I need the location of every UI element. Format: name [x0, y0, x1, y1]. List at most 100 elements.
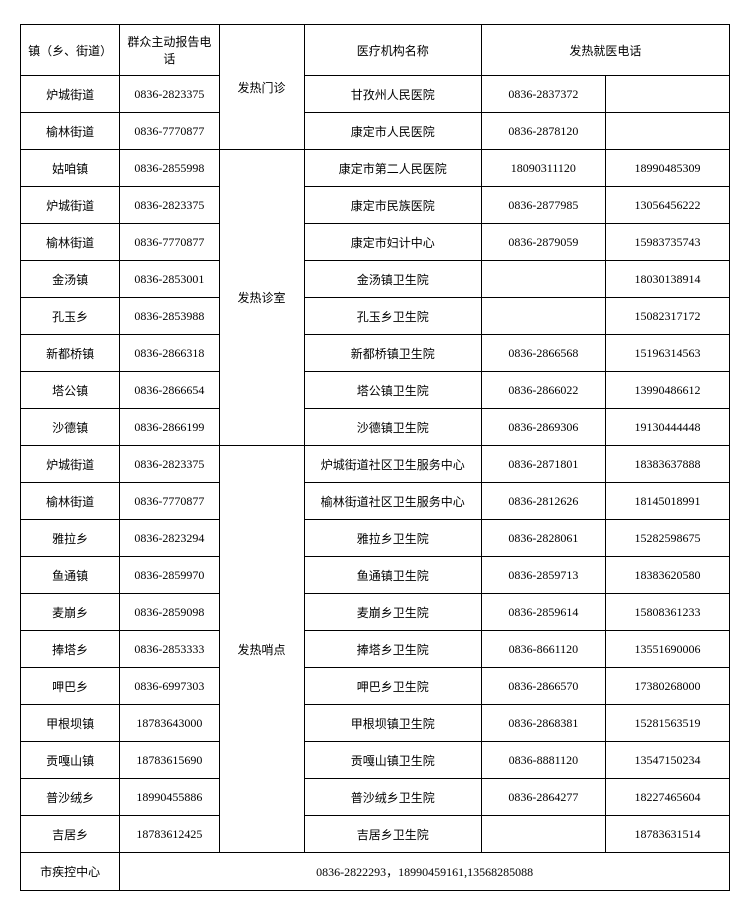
table-row: 呷巴乡0836-6997303呷巴乡卫生院0836-28665701738026…: [21, 668, 730, 705]
cell-med-phone2: 15281563519: [605, 705, 729, 742]
cell-institution: 新都桥镇卫生院: [304, 335, 481, 372]
cell-institution: 康定市人民医院: [304, 113, 481, 150]
cell-town: 炉城街道: [21, 446, 120, 483]
cell-med-phone1: 18090311120: [481, 150, 605, 187]
cell-town: 炉城街道: [21, 187, 120, 224]
cell-town: 榆林街道: [21, 113, 120, 150]
cell-town: 沙德镇: [21, 409, 120, 446]
cell-institution: 金汤镇卫生院: [304, 261, 481, 298]
cell-town: 金汤镇: [21, 261, 120, 298]
cell-institution: 榆林街道社区卫生服务中心: [304, 483, 481, 520]
cell-med-phone1: [481, 298, 605, 335]
table-row: 炉城街道0836-2823375甘孜州人民医院0836-2837372: [21, 76, 730, 113]
cell-institution: 康定市民族医院: [304, 187, 481, 224]
cell-med-phone1: 0836-2866570: [481, 668, 605, 705]
group-label-consult: 发热诊室: [219, 150, 304, 446]
cell-town: 甲根坝镇: [21, 705, 120, 742]
cell-med-phone1: 0836-2871801: [481, 446, 605, 483]
cell-institution: 普沙绒乡卫生院: [304, 779, 481, 816]
cell-institution: 呷巴乡卫生院: [304, 668, 481, 705]
cell-med-phone1: 0836-2866568: [481, 335, 605, 372]
footer-row: 市疾控中心0836-2822293，18990459161,1356828508…: [21, 853, 730, 891]
table-row: 贡嘎山镇18783615690贡嘎山镇卫生院0836-8881120135471…: [21, 742, 730, 779]
cell-town: 雅拉乡: [21, 520, 120, 557]
cell-report-phone: 0836-2866654: [120, 372, 219, 409]
cell-med-phone1: [481, 261, 605, 298]
cell-med-phone2: [605, 113, 729, 150]
cell-med-phone2: 15282598675: [605, 520, 729, 557]
cell-med-phone2: 18227465604: [605, 779, 729, 816]
cell-institution: 雅拉乡卫生院: [304, 520, 481, 557]
cell-town: 普沙绒乡: [21, 779, 120, 816]
cell-report-phone: 0836-2859098: [120, 594, 219, 631]
cell-institution: 孔玉乡卫生院: [304, 298, 481, 335]
cell-institution: 塔公镇卫生院: [304, 372, 481, 409]
cell-institution: 捧塔乡卫生院: [304, 631, 481, 668]
cell-med-phone2: 15082317172: [605, 298, 729, 335]
cell-med-phone2: 13551690006: [605, 631, 729, 668]
cell-town: 捧塔乡: [21, 631, 120, 668]
cell-med-phone1: 0836-8881120: [481, 742, 605, 779]
table-row: 榆林街道0836-7770877榆林街道社区卫生服务中心0836-2812626…: [21, 483, 730, 520]
cell-institution: 甘孜州人民医院: [304, 76, 481, 113]
table-row: 麦崩乡0836-2859098麦崩乡卫生院0836-28596141580836…: [21, 594, 730, 631]
header-town: 镇（乡、街道）: [21, 25, 120, 76]
cell-med-phone1: [481, 816, 605, 853]
cell-institution: 沙德镇卫生院: [304, 409, 481, 446]
cell-med-phone1: 0836-2868381: [481, 705, 605, 742]
cell-institution: 鱼通镇卫生院: [304, 557, 481, 594]
table-row: 鱼通镇0836-2859970鱼通镇卫生院0836-28597131838362…: [21, 557, 730, 594]
cell-report-phone: 0836-2823294: [120, 520, 219, 557]
cell-report-phone: 0836-2853988: [120, 298, 219, 335]
footer-label: 市疾控中心: [21, 853, 120, 891]
cell-med-phone2: 18383620580: [605, 557, 729, 594]
cell-report-phone: 0836-2855998: [120, 150, 219, 187]
cell-med-phone1: 0836-2877985: [481, 187, 605, 224]
table-row: 新都桥镇0836-2866318新都桥镇卫生院0836-286656815196…: [21, 335, 730, 372]
header-med-phone: 发热就医电话: [481, 25, 729, 76]
cell-report-phone: 18783643000: [120, 705, 219, 742]
table-row: 炉城街道0836-2823375发热哨点炉城街道社区卫生服务中心0836-287…: [21, 446, 730, 483]
cell-report-phone: 0836-2859970: [120, 557, 219, 594]
cell-med-phone2: 13056456222: [605, 187, 729, 224]
cell-report-phone: 0836-2823375: [120, 76, 219, 113]
cell-med-phone2: [605, 76, 729, 113]
cell-town: 呷巴乡: [21, 668, 120, 705]
cell-report-phone: 0836-2853001: [120, 261, 219, 298]
cell-med-phone2: 13547150234: [605, 742, 729, 779]
table-row: 姑咱镇0836-2855998发热诊室康定市第二人民医院180903111201…: [21, 150, 730, 187]
footer-phones: 0836-2822293，18990459161,13568285088: [120, 853, 730, 891]
cell-town: 榆林街道: [21, 483, 120, 520]
cell-report-phone: 0836-2866199: [120, 409, 219, 446]
cell-town: 榆林街道: [21, 224, 120, 261]
table-row: 塔公镇0836-2866654塔公镇卫生院0836-28660221399048…: [21, 372, 730, 409]
cell-report-phone: 0836-2823375: [120, 187, 219, 224]
cell-report-phone: 0836-2853333: [120, 631, 219, 668]
cell-institution: 贡嘎山镇卫生院: [304, 742, 481, 779]
cell-med-phone1: 0836-2866022: [481, 372, 605, 409]
table-row: 沙德镇0836-2866199沙德镇卫生院0836-28693061913044…: [21, 409, 730, 446]
cell-med-phone2: 17380268000: [605, 668, 729, 705]
group-label-sentinel: 发热哨点: [219, 446, 304, 853]
cell-report-phone: 18990455886: [120, 779, 219, 816]
cell-med-phone1: 0836-2879059: [481, 224, 605, 261]
cell-report-phone: 18783612425: [120, 816, 219, 853]
cell-med-phone1: 0836-8661120: [481, 631, 605, 668]
table-row: 孔玉乡0836-2853988 孔玉乡卫生院 15082317172: [21, 298, 730, 335]
cell-med-phone1: 0836-2878120: [481, 113, 605, 150]
cell-med-phone2: 18383637888: [605, 446, 729, 483]
cell-town: 吉居乡: [21, 816, 120, 853]
cell-med-phone2: 18030138914: [605, 261, 729, 298]
cell-report-phone: 0836-7770877: [120, 224, 219, 261]
table-row: 甲根坝镇18783643000甲根坝镇卫生院0836-2868381152815…: [21, 705, 730, 742]
cell-report-phone: 18783615690: [120, 742, 219, 779]
cell-town: 鱼通镇: [21, 557, 120, 594]
cell-med-phone1: 0836-2837372: [481, 76, 605, 113]
cell-town: 孔玉乡: [21, 298, 120, 335]
cell-institution: 炉城街道社区卫生服务中心: [304, 446, 481, 483]
cell-report-phone: 0836-7770877: [120, 113, 219, 150]
cell-med-phone2: 18783631514: [605, 816, 729, 853]
cell-med-phone1: 0836-2812626: [481, 483, 605, 520]
cell-report-phone: 0836-2823375: [120, 446, 219, 483]
fever-clinic-table: 镇（乡、街道）群众主动报告电话发热门诊医疗机构名称发热就医电话炉城街道0836-…: [20, 24, 730, 891]
